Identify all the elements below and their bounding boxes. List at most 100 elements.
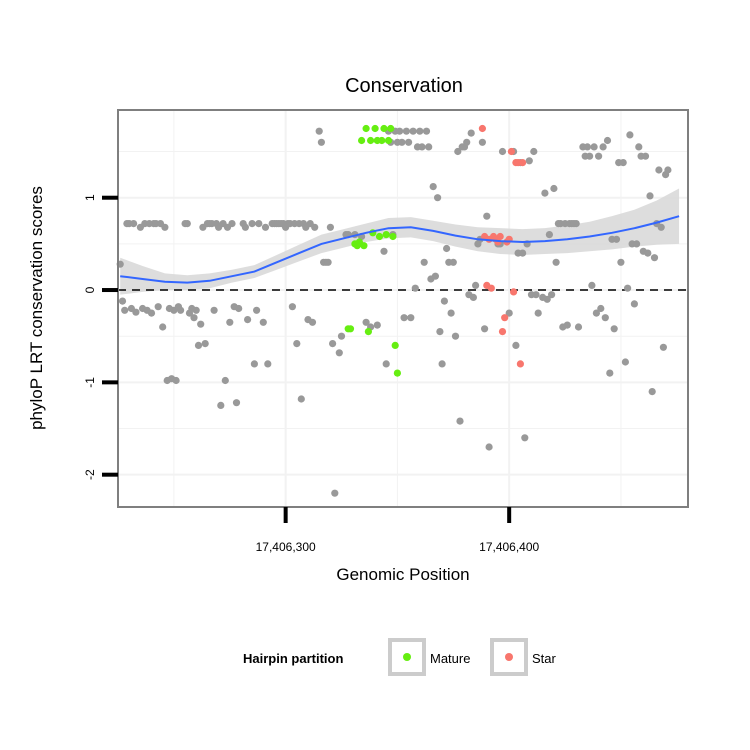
other-point	[118, 297, 127, 305]
star-point	[516, 360, 525, 368]
other-point	[659, 343, 668, 351]
other-point	[572, 220, 580, 228]
other-point	[646, 192, 654, 200]
other-point	[440, 297, 448, 305]
mature-point	[362, 124, 370, 133]
other-point	[159, 323, 167, 331]
other-point	[617, 258, 625, 266]
other-point	[456, 417, 464, 425]
other-point	[255, 220, 263, 228]
other-point	[650, 254, 659, 262]
other-point	[478, 138, 486, 146]
other-point	[132, 308, 140, 316]
other-point	[362, 318, 370, 326]
other-point	[635, 143, 643, 151]
mature-point	[391, 341, 399, 349]
other-point	[261, 223, 270, 231]
other-point	[244, 316, 252, 324]
other-point	[519, 249, 527, 257]
other-point	[409, 127, 417, 135]
x-tick-label: 17,406,300	[256, 540, 316, 554]
other-point	[451, 332, 460, 340]
other-point	[335, 349, 343, 357]
other-point	[505, 309, 513, 317]
y-tick-label: -2	[83, 469, 97, 480]
smooth-trend-line	[120, 215, 680, 284]
other-point	[532, 291, 540, 299]
other-point	[293, 340, 301, 348]
confidence-band	[120, 188, 680, 295]
other-point	[543, 295, 551, 303]
other-point	[228, 220, 236, 228]
other-point	[221, 376, 229, 385]
legend-title: Hairpin partition	[243, 651, 343, 666]
other-point	[380, 247, 388, 255]
other-point	[552, 258, 560, 266]
mature-point	[371, 124, 379, 133]
x-axis-ticks: 17,406,300 17,406,400	[256, 507, 540, 554]
other-point	[398, 138, 406, 146]
mature-point	[375, 232, 384, 241]
other-point	[373, 321, 381, 329]
chart-title: Conservation	[345, 75, 463, 97]
star-point	[496, 232, 504, 241]
other-point	[177, 306, 185, 314]
other-point	[326, 223, 334, 231]
other-point	[630, 300, 639, 308]
other-point	[648, 388, 656, 396]
other-point	[606, 369, 614, 377]
mature-point	[384, 136, 393, 145]
data-points	[116, 124, 672, 497]
other-point	[130, 220, 138, 228]
other-point	[590, 143, 598, 151]
other-point	[633, 240, 641, 248]
other-point	[595, 152, 603, 160]
other-point	[407, 314, 415, 322]
legend-dot-mature	[403, 653, 411, 661]
other-point	[183, 220, 191, 228]
other-point	[664, 166, 672, 174]
other-point	[525, 157, 533, 165]
other-point	[641, 152, 650, 160]
other-point	[429, 183, 437, 191]
star-point	[501, 314, 509, 322]
other-point	[550, 184, 558, 193]
smooth-confidence-band	[120, 188, 680, 295]
other-point	[226, 318, 234, 326]
other-point	[250, 360, 258, 368]
other-point	[431, 272, 439, 280]
other-point	[592, 309, 601, 317]
other-point	[449, 258, 457, 266]
other-point	[601, 314, 609, 322]
y-tick-label: -1	[83, 377, 97, 388]
other-point	[599, 143, 607, 151]
other-point	[308, 318, 317, 326]
mature-point	[378, 136, 386, 145]
legend-label-star: Star	[532, 651, 557, 666]
other-point	[438, 360, 446, 368]
star-point	[487, 284, 495, 292]
other-point	[512, 341, 520, 349]
y-axis-ticks: -2 -1 0 1	[83, 194, 118, 480]
other-point	[197, 320, 205, 328]
mature-point	[380, 124, 388, 133]
other-point	[563, 321, 571, 329]
other-point	[454, 147, 462, 156]
legend: Hairpin partition Mature Star	[243, 638, 557, 676]
other-point	[232, 399, 241, 407]
other-point	[411, 284, 419, 292]
mature-point	[364, 328, 372, 336]
other-point	[315, 127, 323, 135]
other-point	[161, 223, 169, 231]
other-point	[324, 258, 332, 266]
other-point	[530, 147, 538, 156]
star-point	[519, 159, 527, 167]
other-point	[235, 304, 243, 313]
other-point	[541, 189, 549, 197]
other-point	[447, 309, 455, 317]
other-point	[624, 284, 632, 292]
other-point	[548, 291, 556, 299]
other-point	[172, 376, 180, 385]
other-point	[481, 325, 489, 333]
